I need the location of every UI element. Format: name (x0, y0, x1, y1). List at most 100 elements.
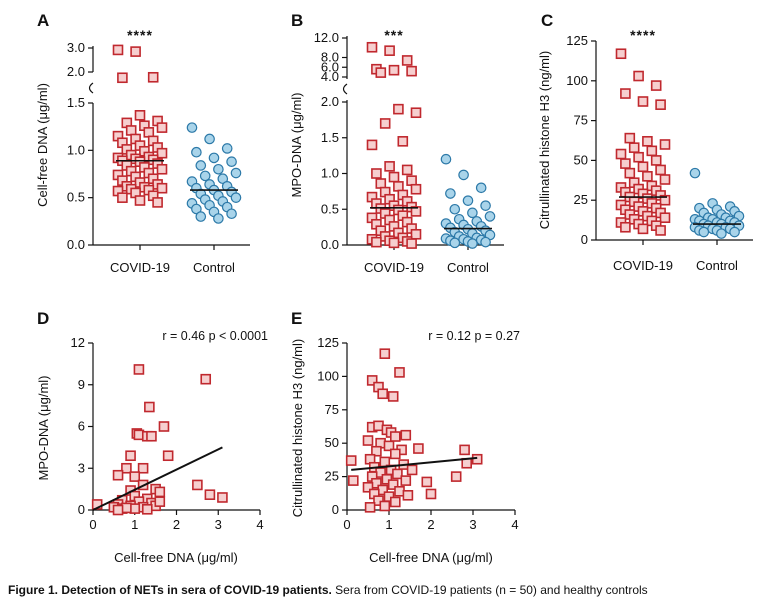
panel-a-control-point (213, 213, 224, 224)
panel-c-covid-point (655, 164, 666, 176)
panel-b-covid-point (397, 136, 409, 147)
panel-c-control-point (698, 226, 710, 238)
panel-c-control-point (729, 226, 740, 238)
panel-e-point (387, 479, 399, 490)
panel-a-covid-point (156, 163, 168, 175)
panel-e-point (389, 431, 401, 442)
panel-c-covid-point (633, 70, 644, 82)
panel-b-y-tick-label: 4.0 (321, 69, 339, 84)
panel-b-category-control: Control (447, 260, 489, 275)
panel-e-point (471, 453, 483, 465)
panel-b-control-point (467, 238, 478, 249)
panel-a-axis-break (88, 82, 94, 94)
panel-b-covid-point (406, 175, 417, 186)
panel-c-category-control: Control (696, 258, 738, 273)
panel-a-y-tick-label: 0.0 (67, 237, 85, 252)
panel-b-control-point (449, 203, 461, 215)
panel-a-covid-point (147, 71, 159, 83)
panel-e-point (366, 375, 378, 386)
panel-d-y-tick-label: 3 (78, 460, 85, 475)
panel-b-covid-point (410, 206, 422, 217)
panel-e-point (425, 488, 437, 500)
panel-a-y-tick-label: 1.5 (67, 95, 85, 110)
panel-a-covid-point (156, 147, 168, 159)
panel-e-y-tick-label: 125 (317, 335, 339, 350)
panel-c-y-tick-label: 25 (574, 192, 588, 207)
panel-d-point (158, 421, 170, 432)
panel-e-x-tick-label: 3 (469, 517, 476, 532)
panel-c-covid-point (642, 135, 653, 147)
panel-c-covid-point (628, 142, 640, 153)
panel-d-y-tick-label: 9 (78, 377, 85, 392)
panel-b-covid-point (393, 103, 404, 115)
panel-d-point (162, 450, 174, 462)
panel-a-covid-point (156, 182, 168, 194)
panel-e-point (394, 367, 405, 378)
panel-c-covid-point (620, 158, 631, 169)
panel-a-control-point (191, 146, 202, 158)
panel-b-y-tick-label: 8.0 (321, 50, 339, 65)
panel-a-control-point (213, 163, 224, 175)
panel-c-covid-point (620, 88, 631, 99)
panel-c-significance: **** (630, 27, 656, 43)
panel-a-y-tick-label: 3.0 (67, 40, 85, 55)
panel-c-y-tick-label: 75 (574, 113, 588, 128)
figure: A B C D E Cell-free DNA (μg/ml) MPO-DNA … (35, 11, 753, 565)
panel-c-covid-point (637, 223, 649, 235)
panel-b-covid-point (366, 139, 378, 151)
panel-e-ylabel: Citrullinated histone H3 (ng/ml) (290, 339, 305, 517)
panel-d-point (133, 364, 145, 375)
panel-c-control-point (716, 228, 727, 239)
panel-e-point (362, 481, 374, 493)
panel-c-covid-point (633, 151, 644, 163)
panel-c-covid-point (650, 155, 662, 166)
panel-e-point (387, 391, 399, 402)
panel-b-covid-point (375, 67, 387, 78)
panel-e-point (400, 475, 412, 486)
panel-c-covid-point (659, 174, 671, 185)
panel-a-covid-point (117, 72, 128, 84)
panel-d-point (200, 373, 212, 385)
panel-b-control-point (445, 188, 456, 199)
panel-b-covid-point (388, 237, 400, 249)
panel-e-point (400, 429, 412, 441)
panel-b-covid-point (406, 238, 417, 249)
panel-c-y-tick-label: 0 (581, 232, 588, 247)
panel-e-x-tick-label: 0 (343, 517, 350, 532)
panel-b-control-point (467, 207, 478, 219)
panel-d-y-tick-label: 12 (71, 335, 85, 350)
panel-b-y-tick-label: 6.0 (321, 59, 339, 74)
panel-a-control-point (230, 192, 242, 203)
panel-e-y-tick-label: 75 (325, 402, 339, 417)
panel-b-control-point (440, 153, 452, 165)
panel-d-point (129, 471, 141, 482)
panel-d-point (141, 504, 153, 515)
panel-d-xlabel: Cell-free DNA (μg/ml) (114, 550, 238, 565)
panel-c-category-covid: COVID-19 (613, 258, 673, 273)
panel-b-axis-break (342, 83, 348, 95)
panel-c-covid-point (615, 148, 627, 160)
caption-text: Sera from COVID-19 patients (n = 50) and… (331, 583, 648, 597)
panel-b-category-covid: COVID-19 (364, 260, 424, 275)
panel-a-control-point (195, 211, 207, 222)
panel-e-point (373, 495, 384, 506)
panel-e-point (362, 435, 374, 446)
panel-e-y-tick-label: 25 (325, 469, 339, 484)
panel-a-covid-point (152, 197, 163, 208)
panel-e-point (402, 490, 414, 501)
panel-e-point (421, 476, 433, 488)
panel-b-covid-point (401, 55, 413, 66)
panel-b-covid-point (393, 181, 404, 192)
panel-a-control-point (226, 208, 237, 220)
panel-a-control-point (226, 156, 237, 167)
panel-a-y-tick-label: 0.5 (67, 190, 85, 205)
panel-b-y-tick-label: 2.0 (321, 94, 339, 109)
panel-a-covid-point (143, 127, 155, 138)
panel-letter-d: D (37, 309, 49, 328)
panel-a-control-point (221, 143, 233, 154)
panel-c-covid-point (637, 161, 649, 173)
panel-c-y-tick-label: 100 (566, 73, 588, 88)
panel-a-control-point (199, 170, 211, 182)
panel-b-covid-point (388, 64, 400, 76)
panel-letter-c: C (541, 11, 553, 30)
